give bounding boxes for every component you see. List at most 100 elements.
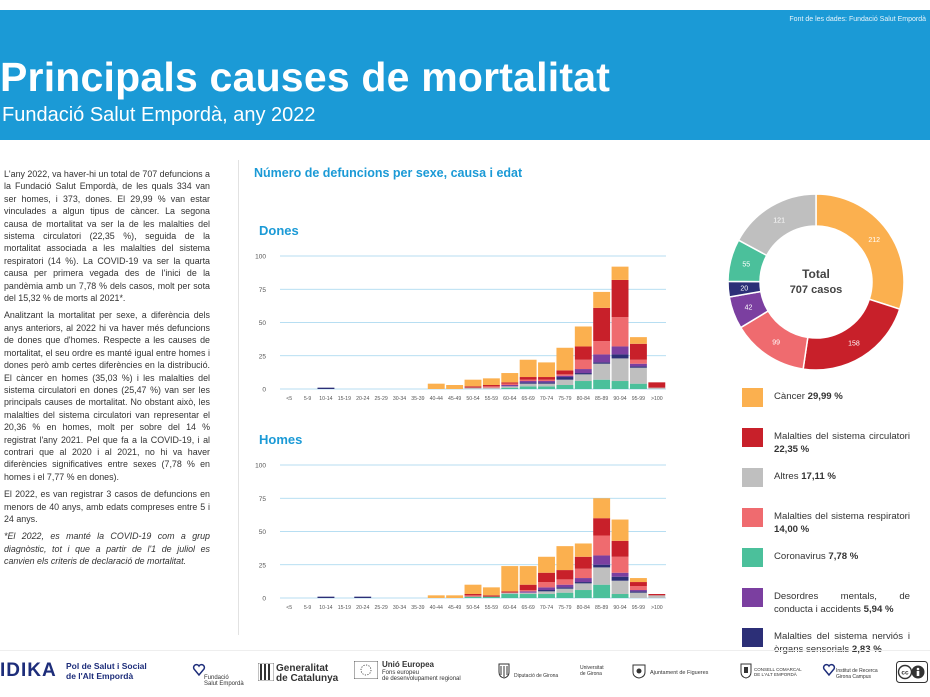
- bar-segment-covid: [556, 592, 574, 598]
- x-tick-label: 65-69: [522, 396, 535, 402]
- bar-segment-nervios: [611, 576, 629, 581]
- x-tick-label: 65-69: [522, 605, 535, 611]
- y-tick-label: 75: [259, 287, 267, 294]
- legend-item-covid: Coronavirus 7,78 %: [742, 546, 912, 586]
- y-tick-label: 25: [259, 562, 267, 569]
- x-tick-label: 20-24: [356, 396, 369, 402]
- bar-segment-nervios: [519, 382, 537, 384]
- bar-segment-altres: [519, 383, 537, 387]
- idika-logo: IDIKA: [0, 660, 57, 681]
- heart-icon: [192, 663, 206, 677]
- x-tick-label: 10-14: [319, 396, 332, 402]
- bar-segment-mentals: [574, 578, 592, 583]
- x-tick-label: 5-9: [304, 396, 312, 402]
- legend-label: Malalties del sistema circulatori: [774, 431, 910, 442]
- bar-segment-nervios: [538, 382, 555, 384]
- x-tick-label: 15-19: [338, 396, 351, 402]
- bar-segment-covid: [464, 596, 482, 598]
- generalitat-logo: Generalitat de Catalunya: [257, 662, 338, 684]
- x-tick-label: 60-64: [503, 605, 516, 611]
- bar-segment-circulatori: [464, 594, 482, 596]
- legend-swatch-respiratori: [742, 508, 763, 527]
- legend-swatch-circulatori: [742, 428, 763, 447]
- bar-segment-altres: [538, 591, 555, 595]
- charts-title: Número de defuncions per sexe, causa i e…: [254, 166, 523, 180]
- bar-segment-mentals: [519, 381, 537, 383]
- bar-segment-cancer: [427, 383, 445, 389]
- legend-label: Desordres mentals, de conducta i acciden…: [774, 591, 910, 615]
- y-tick-label: 25: [259, 353, 267, 360]
- bar-segment-nervios: [593, 362, 611, 364]
- bar-segment-respiratori: [611, 556, 629, 573]
- x-tick-label: 95-99: [632, 396, 645, 402]
- bar-segment-cancer: [427, 595, 445, 598]
- legend-percent: 17,11 %: [801, 471, 836, 482]
- bar-segment-respiratori: [556, 374, 574, 376]
- bar-segment-cancer: [519, 566, 537, 585]
- x-tick-label: 50-54: [466, 396, 479, 402]
- bar-segment-cancer: [446, 595, 464, 598]
- bar-segment-altres: [482, 387, 500, 389]
- bar-segment-altres: [501, 386, 519, 388]
- bar-segment-respiratori: [574, 568, 592, 579]
- x-tick-label: 15-19: [338, 605, 351, 611]
- bar-segment-circulatori: [593, 307, 611, 342]
- bar-segment-altres: [556, 379, 574, 386]
- bar-segment-cancer: [574, 543, 592, 557]
- bar-segment-altres: [464, 387, 482, 389]
- legend-percent: 7,78 %: [828, 551, 859, 562]
- data-source: Font de les dades: Fundació Salut Empord…: [789, 16, 926, 23]
- bar-segment-covid: [593, 584, 611, 598]
- bar-segment-respiratori: [482, 386, 500, 388]
- diputacio-girona-logo: Diputació de Girona: [498, 663, 558, 682]
- bar-segment-nervios: [317, 596, 335, 598]
- x-tick-label: 70-74: [540, 396, 553, 402]
- unio-europea-logo: Unió Europea Fons europeu de desenvolupa…: [353, 661, 461, 682]
- donut-value-label: 42: [745, 305, 753, 312]
- bar-segment-cancer: [464, 584, 482, 595]
- x-tick-label: <5: [286, 396, 292, 402]
- bar-segment-cancer: [593, 498, 611, 519]
- bar-segment-cancer: [629, 337, 647, 344]
- bar-segment-circulatori: [464, 386, 482, 388]
- legend-swatch-altres: [742, 468, 763, 487]
- bar-segment-circulatori: [519, 377, 537, 380]
- x-tick-label: 50-54: [466, 605, 479, 611]
- donut-value-label: 20: [740, 285, 748, 292]
- legend-label: Càncer: [774, 391, 805, 402]
- bar-segment-altres: [556, 588, 574, 593]
- legend-label: Malalties del sistema nerviós i òrgans s…: [774, 631, 910, 655]
- bar-segment-covid: [611, 381, 629, 389]
- legend-percent: 2,83 %: [851, 644, 882, 655]
- bar-segment-altres: [538, 383, 555, 387]
- bar-segment-circulatori: [574, 556, 592, 569]
- x-tick-label: 40-44: [430, 396, 443, 402]
- x-tick-label: >100: [651, 396, 663, 402]
- bar-segment-altres: [611, 358, 629, 382]
- bar-segment-respiratori: [574, 359, 592, 370]
- bar-segment-altres: [611, 580, 629, 595]
- x-tick-label: 80-84: [577, 605, 590, 611]
- shield-icon: [498, 663, 510, 679]
- y-tick-label: 50: [259, 529, 267, 536]
- legend-label: Altres: [774, 471, 799, 482]
- x-tick-label: 90-94: [613, 396, 626, 402]
- bar-segment-mentals: [519, 591, 537, 593]
- bar-segment-covid: [538, 594, 555, 598]
- bar-segment-altres: [501, 592, 519, 595]
- emblem-icon: [740, 663, 752, 679]
- bar-segment-respiratori: [519, 590, 537, 592]
- bar-segment-cancer: [501, 566, 519, 592]
- x-tick-label: 35-39: [411, 396, 424, 402]
- footer-logos: IDIKA Pol de Salut i Social de l'Alt Emp…: [0, 650, 930, 697]
- bar-segment-altres: [593, 363, 611, 380]
- x-tick-label: 85-89: [595, 396, 608, 402]
- x-tick-label: 45-49: [448, 605, 461, 611]
- intro-note: *El 2022, es manté la COVID-19 com a gru…: [4, 531, 210, 567]
- intro-text: L'any 2022, va haver-hi un total de 707 …: [4, 168, 210, 573]
- x-tick-label: 45-49: [448, 396, 461, 402]
- donut-value-label: 99: [772, 339, 780, 346]
- bar-segment-cancer: [556, 546, 574, 571]
- chart-title-homes: Homes: [259, 432, 303, 447]
- x-tick-label: 80-84: [577, 396, 590, 402]
